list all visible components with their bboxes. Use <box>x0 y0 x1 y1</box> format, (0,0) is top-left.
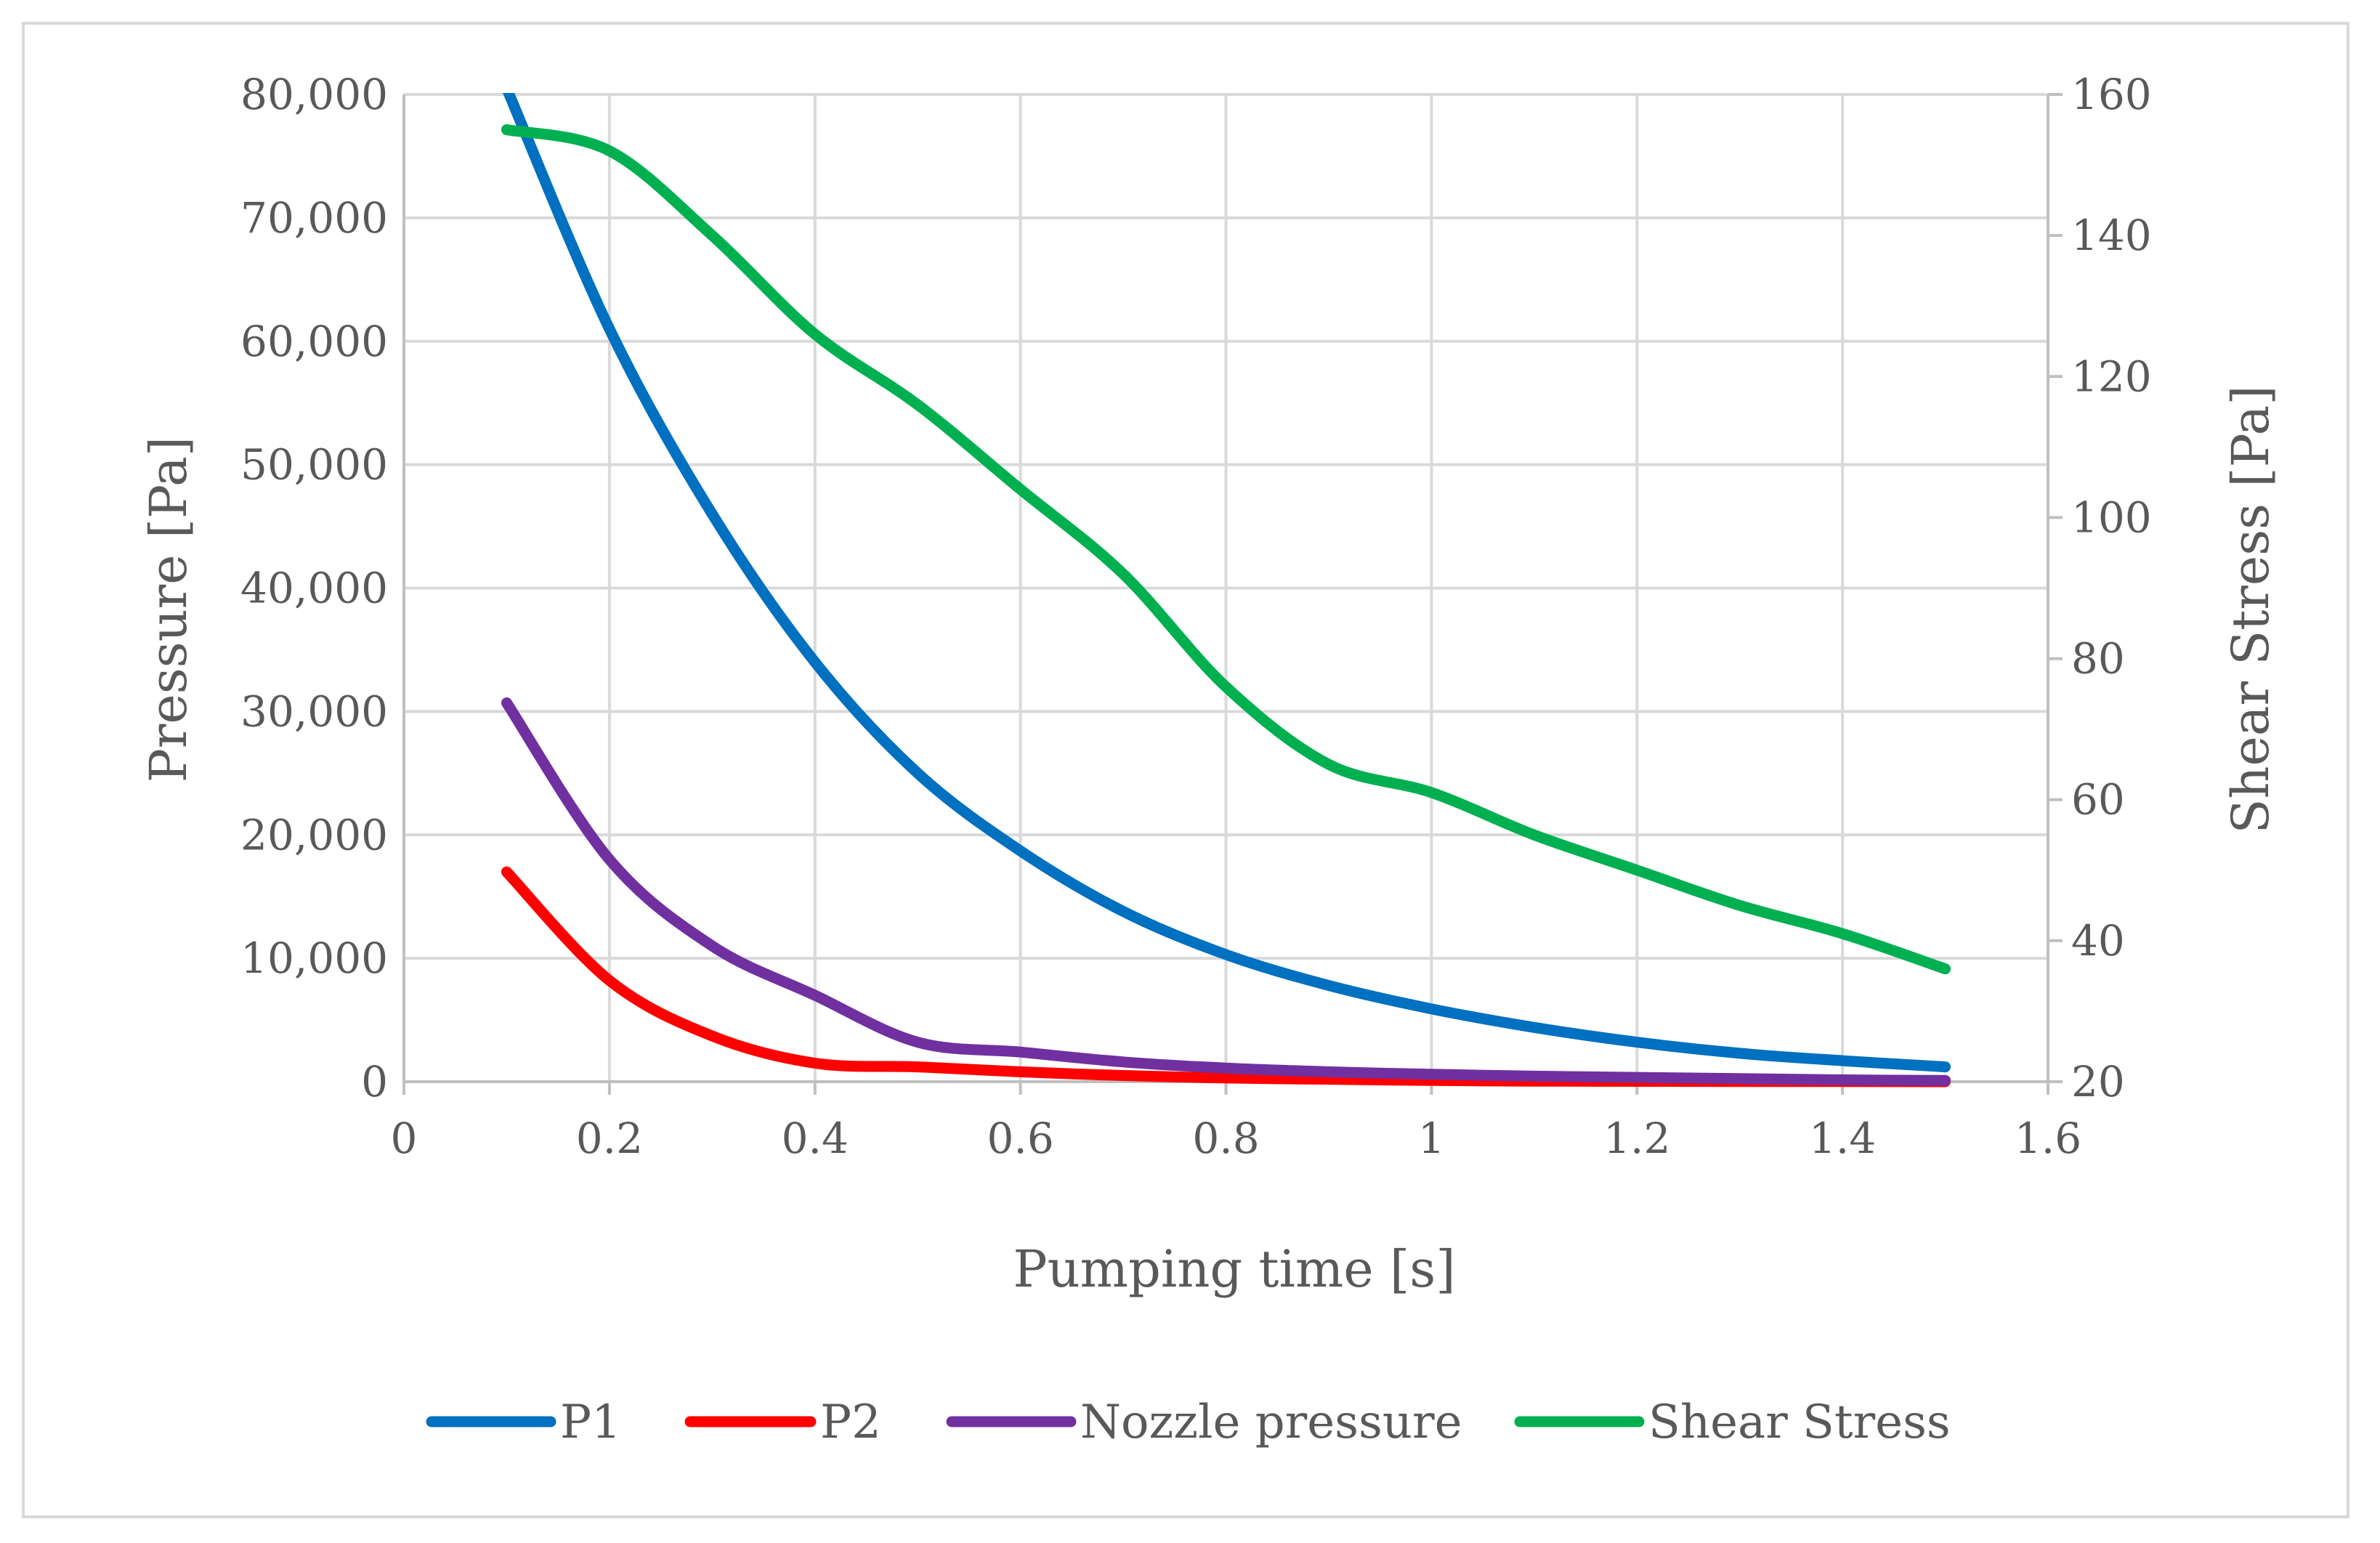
y2-tick-label: 20 <box>2071 1057 2125 1106</box>
y-tick-label: 40,000 <box>240 564 388 613</box>
y-tick-label: 80,000 <box>240 70 388 119</box>
y2-tick-label: 140 <box>2071 211 2152 260</box>
y-tick-label: 20,000 <box>240 810 388 859</box>
grid-layer <box>402 93 2049 1083</box>
x-axis-title: Pumping time [s] <box>1013 1239 1455 1299</box>
y2-tick-label: 100 <box>2071 493 2152 542</box>
x-tick-label: 1.6 <box>2015 1114 2081 1163</box>
legend: P1 P2 Nozzle pressure Shear Stress <box>426 1396 1951 1449</box>
y2-tick-label: 60 <box>2071 775 2125 825</box>
legend-label-p1: P1 <box>560 1396 621 1449</box>
x-tick-label: 0.8 <box>1192 1114 1259 1163</box>
legend-label-p2: P2 <box>820 1396 881 1449</box>
x-tick-label: 0.2 <box>576 1114 643 1163</box>
y2-axis-title: Shear Stress [Pa] <box>2221 385 2280 833</box>
y-tick-label: 70,000 <box>240 193 388 243</box>
y2-tick-label: 80 <box>2071 634 2125 684</box>
axis-layer <box>402 93 2063 1095</box>
x-tick-label: 1 <box>1418 1114 1445 1163</box>
y2-tick-label: 160 <box>2071 70 2152 119</box>
y-tick-label: 0 <box>361 1057 388 1106</box>
series-layer <box>501 93 1951 1088</box>
series-line-nozzle-pressure <box>501 697 1951 1086</box>
y2-tick-label: 40 <box>2071 916 2125 965</box>
x-tick-label: 0.6 <box>987 1114 1054 1163</box>
x-tick-label: 1.2 <box>1603 1114 1670 1163</box>
x-tick-label: 0.4 <box>782 1114 849 1163</box>
y-axis-title: Pressure [Pa] <box>139 437 198 782</box>
series-line-shear-stress <box>501 124 1951 975</box>
y2-tick-label: 120 <box>2071 352 2152 401</box>
chart-svg: 0 10,000 20,000 30,000 40,000 50,000 60,000 70,… <box>139 70 2280 1449</box>
tick-layer: 0 10,000 20,000 30,000 40,000 50,000 60,000 70,… <box>240 70 2152 1163</box>
y-tick-label: 10,000 <box>240 934 388 983</box>
x-tick-label: 1.4 <box>1809 1114 1876 1163</box>
legend-label-nozzle-pressure: Nozzle pressure <box>1080 1396 1462 1449</box>
y-tick-label: 30,000 <box>240 687 388 736</box>
x-tick-label: 0 <box>391 1114 418 1163</box>
y-tick-label: 50,000 <box>240 440 388 490</box>
legend-label-shear-stress: Shear Stress <box>1648 1396 1951 1449</box>
series-line-p1 <box>503 93 1951 1073</box>
chart-frame: 0 10,000 20,000 30,000 40,000 50,000 60,000 70,… <box>22 22 2349 1518</box>
y-tick-label: 60,000 <box>240 317 388 366</box>
